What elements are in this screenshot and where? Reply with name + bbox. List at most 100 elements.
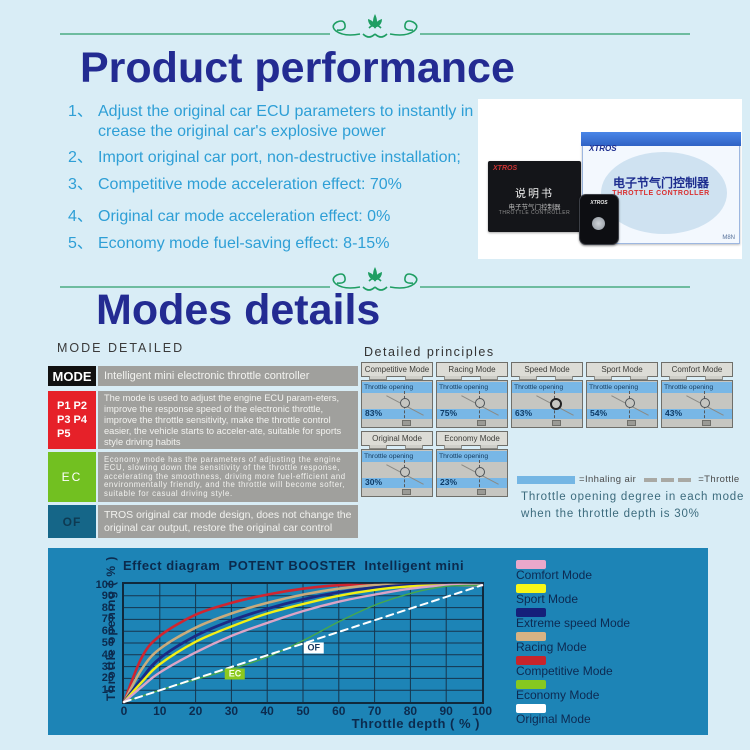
table-row-p-modes: P1 P2 P3 P4 P5 The mode is used to adjus… bbox=[48, 391, 358, 449]
y-axis-ticks: 10 20 30 40 50 60 70 80 90 100 bbox=[95, 579, 114, 697]
inhaling-air-label: =Inhaling air bbox=[579, 474, 637, 485]
item-text: Adjust the original car ECU parameters t… bbox=[98, 103, 474, 140]
curve-label-ec: EC bbox=[224, 668, 246, 680]
row-desc: TROS original car mode design, does not … bbox=[98, 505, 358, 538]
brand-logo: XTROS bbox=[590, 200, 608, 206]
detailed-principles-header: Detailed principles bbox=[364, 345, 495, 359]
row-desc: Economy mode has the parameters of adjus… bbox=[98, 452, 358, 502]
item-text: Competitive mode acceleration effect: 70… bbox=[98, 175, 402, 193]
item-number: 1、 bbox=[68, 103, 93, 120]
pedal-mark bbox=[552, 420, 561, 426]
curve-label-of: OF bbox=[303, 642, 324, 654]
item-number: 3、 bbox=[68, 175, 93, 193]
legend-item: Comfort Mode bbox=[516, 560, 630, 582]
legend-swatch bbox=[516, 584, 546, 593]
legend-swatch bbox=[516, 680, 546, 689]
performance-title: Product performance bbox=[80, 44, 515, 92]
throttle-dash-swatch bbox=[644, 477, 695, 482]
row-label: MODE bbox=[48, 366, 96, 386]
table-row-economy: EC Economy mode has the parameters of ad… bbox=[48, 452, 358, 502]
throttle-opening-value: 54% bbox=[590, 408, 608, 418]
row-desc: The mode is used to adjust the engine EC… bbox=[98, 391, 358, 449]
table-row-mode: MODE Intelligent mini electronic throttl… bbox=[48, 366, 358, 386]
mode-table: MODE Intelligent mini electronic throttl… bbox=[48, 366, 358, 538]
throttle-opening-value: 63% bbox=[515, 408, 533, 418]
row-label: OF bbox=[48, 505, 96, 538]
throttle-opening-value: 75% bbox=[440, 408, 458, 418]
gauge-dial bbox=[625, 398, 635, 408]
legend-item: Extreme speed Mode bbox=[516, 608, 630, 630]
item-text: Import original car port, non-destructiv… bbox=[98, 149, 461, 167]
gauge-dial bbox=[400, 467, 410, 477]
retail-box-oval bbox=[601, 152, 727, 234]
throttle-opening-value: 43% bbox=[665, 408, 683, 418]
gauge-dial bbox=[475, 467, 485, 477]
pedal-mark bbox=[402, 489, 411, 495]
x-axis-label: Throttle depth ( % ) bbox=[351, 716, 480, 731]
gauge-dial bbox=[400, 398, 410, 408]
legend-item: Economy Mode bbox=[516, 680, 630, 702]
chart-title: Effect diagram POTENT BOOSTER Intelligen… bbox=[123, 558, 465, 573]
manual-line-en: THROTTLE CONTROLLER bbox=[498, 210, 571, 216]
manual-title: 说明书 bbox=[515, 188, 554, 200]
chart-plot-svg bbox=[122, 583, 484, 704]
throttle-opening-value: 30% bbox=[365, 477, 383, 487]
table-row-original: OF TROS original car mode design, does n… bbox=[48, 505, 358, 538]
pedal-mark bbox=[702, 420, 711, 426]
legend-swatch bbox=[516, 560, 546, 569]
box-model: M8N bbox=[722, 235, 735, 241]
principle-card-speed: Speed Mode Throttle opening 63% bbox=[511, 362, 583, 428]
device-button bbox=[592, 217, 605, 230]
principles-caption: Throttle opening degree in each mode whe… bbox=[521, 491, 745, 520]
row-label: P1 P2 P3 P4 P5 bbox=[48, 391, 96, 449]
performance-list: 1、 Adjust the original car ECU parameters… bbox=[68, 102, 496, 260]
brand-logo: XTROS bbox=[493, 165, 518, 172]
legend-swatch bbox=[516, 656, 546, 665]
brand-logo: XTROS bbox=[589, 144, 617, 153]
item-number: 2、 bbox=[68, 149, 93, 167]
manual-card: XTROS 说明书 电子节气门控制器 THROTTLE CONTROLLER bbox=[488, 161, 581, 232]
inhaling-air-swatch bbox=[517, 475, 575, 484]
list-item: 4、 Original car mode acceleration effect:… bbox=[68, 207, 496, 227]
throttle-label: =Throttle bbox=[698, 474, 740, 485]
list-item: 3、 Competitive mode acceleration effect: … bbox=[68, 175, 496, 195]
principle-card-original: Original Mode Throttle opening 30% bbox=[361, 431, 433, 497]
row-label: EC bbox=[48, 452, 96, 502]
item-text: Original car mode acceleration effect: 0… bbox=[98, 208, 391, 226]
list-item: 2、 Import original car port, non-destruct… bbox=[68, 148, 496, 168]
divider-flourish-top bbox=[60, 14, 690, 38]
legend-item: Racing Mode bbox=[516, 632, 630, 654]
legend-item: Original Mode bbox=[516, 704, 630, 726]
gauge-dial bbox=[550, 398, 562, 410]
effect-diagram-panel: Effect diagram POTENT BOOSTER Intelligen… bbox=[48, 548, 708, 735]
x-axis-ticks: 0 10 20 30 40 50 60 70 80 90 100 bbox=[120, 704, 493, 718]
principle-card-racing: Racing Mode Throttle opening 75% bbox=[436, 362, 508, 428]
box-title-cn: 电子节气门控制器 bbox=[612, 176, 709, 190]
throttle-opening-value: 23% bbox=[440, 477, 458, 487]
box-title-en: THROTTLE CONTROLLER bbox=[612, 190, 710, 197]
principles-key: =Inhaling air =Throttle bbox=[517, 474, 740, 485]
legend-swatch bbox=[516, 704, 546, 713]
mode-detailed-header: MODE DETAILED bbox=[57, 341, 185, 355]
legend-swatch bbox=[516, 608, 546, 617]
legend-item: Competitive Mode bbox=[516, 656, 630, 678]
item-number: 5、 bbox=[68, 234, 93, 252]
pedal-mark bbox=[477, 489, 486, 495]
throttle-controller-device: XTROS bbox=[579, 194, 619, 245]
list-item: 1、 Adjust the original car ECU parameters… bbox=[68, 102, 496, 141]
gauge-dial bbox=[475, 398, 485, 408]
list-item: 5、 Economy mode fuel-saving effect: 8-15% bbox=[68, 234, 496, 254]
chart-legend: Comfort Mode Sport Mode Extreme speed Mo… bbox=[516, 560, 630, 728]
row-desc: Intelligent mini electronic throttle con… bbox=[98, 366, 358, 386]
product-photo: XTROS 电子节气门控制器 THROTTLE CONTROLLER M8N X… bbox=[478, 99, 742, 259]
principle-card-economy: Economy Mode Throttle opening 23% bbox=[436, 431, 508, 497]
pedal-mark bbox=[402, 420, 411, 426]
gauge-dial bbox=[700, 398, 710, 408]
retail-box: XTROS 电子节气门控制器 THROTTLE CONTROLLER M8N bbox=[581, 132, 741, 244]
principle-card-comfort: Comfort Mode Throttle opening 43% bbox=[661, 362, 733, 428]
item-number: 4、 bbox=[68, 208, 93, 226]
modes-title: Modes details bbox=[96, 286, 381, 334]
pedal-mark bbox=[627, 420, 636, 426]
principle-card-competitive: Competitive Mode Throttle opening 83% bbox=[361, 362, 433, 428]
throttle-opening-value: 83% bbox=[365, 408, 383, 418]
